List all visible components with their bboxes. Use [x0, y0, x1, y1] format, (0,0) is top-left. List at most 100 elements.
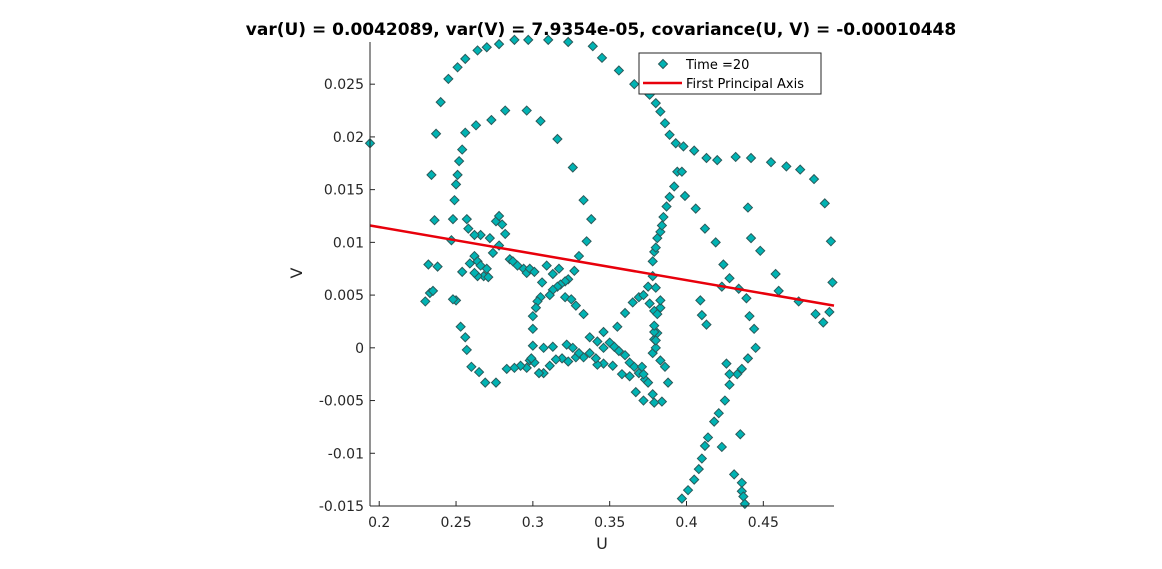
scatter-point: [461, 344, 473, 356]
scatter-point: [650, 97, 661, 109]
scatter-point: [527, 323, 539, 335]
scatter-point: [567, 162, 579, 173]
scatter-point: [682, 484, 694, 496]
scatter-point: [619, 307, 631, 319]
scatter-point: [483, 271, 494, 283]
scatter-point: [450, 179, 462, 190]
legend-entry-line: First Principal Axis: [686, 77, 804, 92]
scatter-point: [649, 320, 660, 331]
scatter-point: [567, 342, 579, 354]
legend: Time =20 First Principal Axis: [638, 52, 822, 95]
scatter-point: [712, 154, 723, 166]
scatter-point: [818, 317, 829, 328]
scatter-point: [566, 294, 577, 305]
scatter-point: [638, 289, 649, 301]
scatter-point: [523, 34, 534, 46]
scatter-point: [456, 266, 468, 278]
scatter-point: [466, 361, 477, 373]
y-tick-label: 0: [355, 341, 364, 357]
scatter-point: [662, 377, 674, 388]
scatter-point: [642, 377, 654, 388]
scatter-point: [655, 226, 666, 238]
y-tick-label: -0.015: [319, 499, 364, 515]
scatter-point: [624, 371, 635, 382]
scatter-point: [735, 429, 746, 440]
scatter-point: [770, 268, 781, 280]
scatter-point: [688, 145, 700, 156]
scatter-point: [499, 105, 511, 116]
scatter-point: [587, 41, 598, 52]
scatter-point: [596, 52, 608, 64]
scatter-point: [493, 210, 505, 222]
scatter-point: [544, 360, 555, 371]
scatter-point: [655, 106, 666, 117]
scatter-point: [584, 347, 595, 359]
scatter-point: [827, 277, 838, 288]
scatter-point: [481, 42, 492, 53]
scatter-point: [642, 281, 654, 292]
scatter-point: [473, 366, 485, 378]
scatter-point: [699, 223, 711, 234]
scatter-point: [578, 308, 589, 320]
scatter-point: [655, 295, 666, 306]
scatter-point: [736, 363, 748, 375]
scatter-point: [469, 229, 480, 241]
scatter-point: [472, 45, 483, 56]
scatter-point: [724, 368, 735, 380]
scatter-point: [721, 358, 732, 369]
scatter-point: [455, 321, 466, 332]
scatter-point: [475, 260, 486, 271]
scatter-point: [544, 289, 555, 301]
y-tick-label: 0.005: [324, 288, 364, 304]
scatter-point: [584, 332, 595, 343]
legend-entry-scatter: Time =20: [685, 58, 749, 73]
scatter-point: [452, 169, 463, 181]
scatter-point: [719, 395, 731, 406]
scatter-point: [590, 353, 602, 364]
axes: [369, 42, 834, 507]
scatter-point: [728, 469, 740, 480]
scatter-point: [569, 265, 580, 277]
scatter-point: [669, 181, 680, 192]
scatter-point: [573, 347, 585, 359]
scatter-point: [453, 155, 465, 167]
scatter-point: [664, 129, 675, 141]
scatter-point: [699, 440, 711, 452]
scatter-point: [695, 295, 706, 306]
scatter-point: [509, 362, 520, 374]
scatter-point: [765, 157, 777, 168]
scatter-point: [693, 463, 705, 475]
scatter-point: [655, 302, 666, 313]
scatter-point: [718, 259, 729, 270]
scatter-point: [656, 396, 668, 407]
scatter-point: [745, 152, 757, 164]
scatter-point: [496, 219, 508, 230]
scatter-point: [659, 117, 671, 129]
scatter-point: [688, 474, 700, 485]
principal-axis-line: [369, 224, 835, 307]
legend-marker-icon: [657, 58, 669, 70]
scatter-point: [447, 294, 459, 305]
scatter-point: [598, 326, 609, 338]
scatter-point: [647, 256, 658, 267]
scatter-point: [432, 261, 443, 272]
scatter-point: [670, 138, 681, 149]
scatter-point: [535, 115, 546, 127]
scatter-point: [655, 355, 666, 366]
scatter-point: [696, 453, 708, 464]
scatter-point: [461, 213, 473, 225]
x-tick-label: 0.2: [368, 515, 390, 531]
scatter-point: [702, 432, 714, 443]
scatter-point: [716, 441, 728, 453]
scatter-point: [741, 293, 752, 304]
scatter-point: [550, 354, 562, 365]
scatter-point: [561, 339, 572, 350]
scatter-point: [781, 161, 792, 172]
scatter-points: [364, 34, 838, 510]
scatter-point: [724, 273, 735, 284]
scatter-point: [742, 202, 754, 213]
scatter-point: [484, 232, 496, 244]
scatter-point: [552, 133, 563, 145]
scatter-point: [529, 266, 540, 278]
scatter-point: [512, 260, 523, 271]
